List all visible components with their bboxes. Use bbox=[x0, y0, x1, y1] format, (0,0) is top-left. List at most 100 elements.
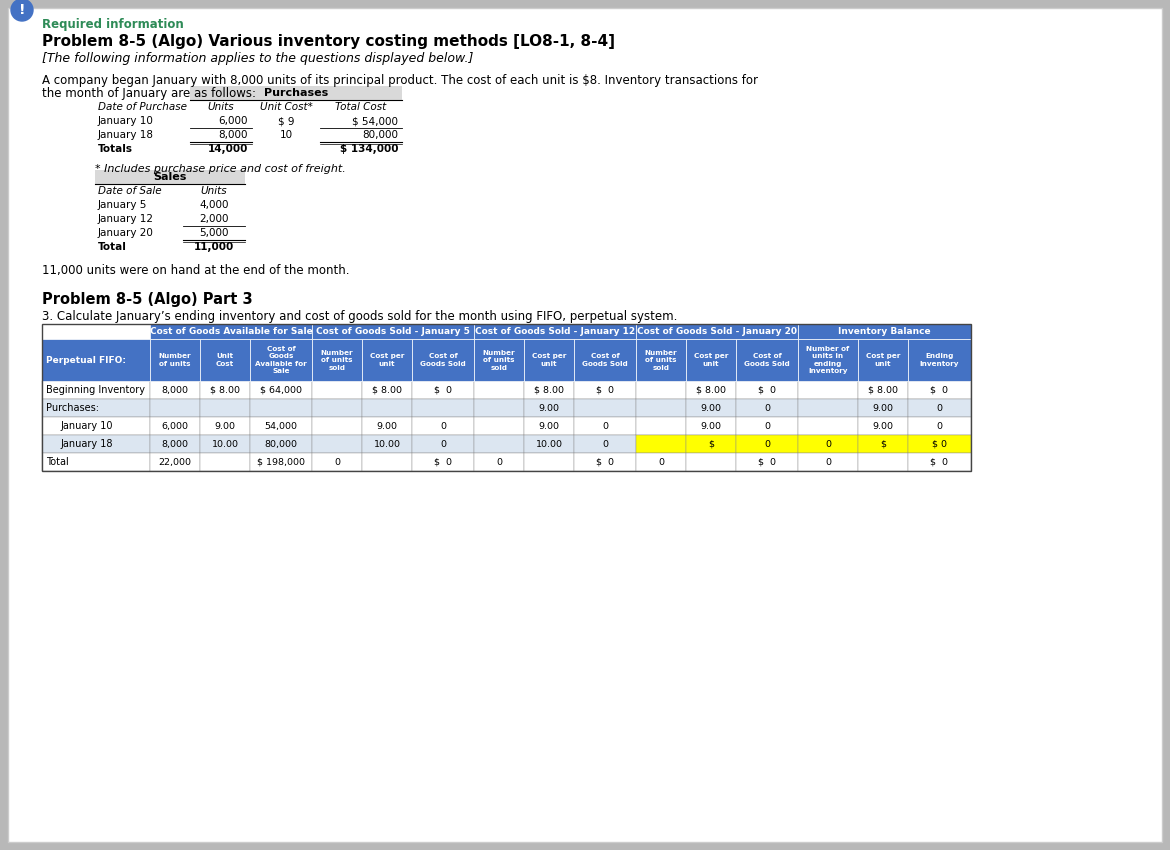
Text: Cost of
Goods Sold: Cost of Goods Sold bbox=[420, 354, 466, 366]
Bar bbox=[908, 417, 971, 435]
Text: the month of January are as follows:: the month of January are as follows: bbox=[42, 87, 256, 100]
Text: Inventory Balance: Inventory Balance bbox=[838, 327, 931, 336]
Bar bbox=[474, 381, 524, 399]
Text: 0: 0 bbox=[825, 457, 831, 467]
Bar bbox=[636, 435, 686, 453]
Text: Total: Total bbox=[98, 242, 126, 252]
Text: 0: 0 bbox=[496, 457, 502, 467]
Bar bbox=[858, 435, 908, 453]
Bar bbox=[362, 381, 412, 399]
Text: $ 8.00: $ 8.00 bbox=[372, 386, 402, 394]
Text: Total: Total bbox=[46, 457, 69, 467]
Bar bbox=[474, 417, 524, 435]
Text: 0: 0 bbox=[603, 439, 608, 449]
Bar bbox=[412, 435, 474, 453]
Text: Unit Cost*: Unit Cost* bbox=[260, 102, 312, 112]
Text: Number
of units
sold: Number of units sold bbox=[483, 349, 515, 371]
Bar bbox=[574, 381, 636, 399]
Bar bbox=[42, 453, 150, 471]
Bar bbox=[312, 417, 362, 435]
Bar bbox=[95, 170, 245, 184]
Bar bbox=[636, 453, 686, 471]
Text: 11,000 units were on hand at the end of the month.: 11,000 units were on hand at the end of … bbox=[42, 264, 350, 277]
Circle shape bbox=[11, 0, 33, 21]
Bar bbox=[42, 417, 150, 435]
Bar bbox=[524, 339, 574, 381]
Text: Ending
Inventory: Ending Inventory bbox=[920, 354, 959, 366]
Bar bbox=[250, 417, 312, 435]
Bar bbox=[736, 381, 798, 399]
Bar bbox=[908, 381, 971, 399]
Bar bbox=[42, 381, 150, 399]
Text: 9.00: 9.00 bbox=[538, 422, 559, 430]
Bar bbox=[858, 381, 908, 399]
Bar bbox=[636, 339, 686, 381]
Bar bbox=[524, 381, 574, 399]
Text: $ 0: $ 0 bbox=[932, 439, 947, 449]
Bar bbox=[798, 435, 858, 453]
Bar bbox=[686, 453, 736, 471]
Bar bbox=[42, 399, 150, 417]
Text: 0: 0 bbox=[936, 404, 943, 412]
Text: Cost of Goods Sold - January 20: Cost of Goods Sold - January 20 bbox=[636, 327, 797, 336]
Bar bbox=[858, 417, 908, 435]
Text: 0: 0 bbox=[333, 457, 340, 467]
Bar bbox=[858, 339, 908, 381]
Bar bbox=[686, 417, 736, 435]
Text: $: $ bbox=[880, 439, 886, 449]
Text: 0: 0 bbox=[825, 439, 831, 449]
Text: 8,000: 8,000 bbox=[161, 439, 188, 449]
Bar bbox=[636, 399, 686, 417]
Bar bbox=[908, 399, 971, 417]
Text: 9.00: 9.00 bbox=[538, 404, 559, 412]
Bar bbox=[250, 435, 312, 453]
Bar bbox=[736, 453, 798, 471]
Bar bbox=[412, 417, 474, 435]
Text: $: $ bbox=[708, 439, 714, 449]
Text: $ 134,000: $ 134,000 bbox=[339, 144, 398, 154]
Text: Number
of units: Number of units bbox=[159, 354, 192, 366]
Bar bbox=[150, 399, 200, 417]
Bar bbox=[798, 399, 858, 417]
Text: * Includes purchase price and cost of freight.: * Includes purchase price and cost of fr… bbox=[95, 164, 346, 174]
Bar bbox=[474, 399, 524, 417]
Bar bbox=[150, 435, 200, 453]
Bar bbox=[200, 453, 250, 471]
Text: Problem 8-5 (Algo) Part 3: Problem 8-5 (Algo) Part 3 bbox=[42, 292, 253, 307]
Text: Unit
Cost: Unit Cost bbox=[216, 354, 234, 366]
Bar bbox=[250, 399, 312, 417]
Text: 0: 0 bbox=[764, 404, 770, 412]
Bar bbox=[150, 324, 312, 339]
Text: $  0: $ 0 bbox=[596, 457, 614, 467]
Text: $ 8.00: $ 8.00 bbox=[209, 386, 240, 394]
Text: 80,000: 80,000 bbox=[264, 439, 297, 449]
Bar bbox=[200, 381, 250, 399]
Bar bbox=[150, 381, 200, 399]
Text: $  0: $ 0 bbox=[758, 457, 776, 467]
Bar bbox=[312, 324, 474, 339]
Text: Cost of Goods Sold - January 5: Cost of Goods Sold - January 5 bbox=[316, 327, 470, 336]
Bar bbox=[150, 339, 200, 381]
Bar bbox=[250, 339, 312, 381]
Bar bbox=[736, 399, 798, 417]
Text: Totals: Totals bbox=[98, 144, 133, 154]
Bar bbox=[574, 399, 636, 417]
Bar bbox=[362, 417, 412, 435]
Text: 0: 0 bbox=[764, 439, 770, 449]
Text: $ 9: $ 9 bbox=[277, 116, 294, 126]
Bar bbox=[636, 324, 798, 339]
Bar bbox=[524, 399, 574, 417]
Bar bbox=[686, 399, 736, 417]
Text: Cost per
unit: Cost per unit bbox=[694, 354, 728, 366]
Text: 14,000: 14,000 bbox=[207, 144, 248, 154]
Bar bbox=[200, 435, 250, 453]
Bar bbox=[474, 324, 636, 339]
Bar bbox=[42, 339, 150, 381]
Bar bbox=[250, 453, 312, 471]
Text: Purchases:: Purchases: bbox=[46, 403, 99, 413]
Bar bbox=[636, 417, 686, 435]
Bar bbox=[798, 417, 858, 435]
Text: January 10: January 10 bbox=[60, 421, 112, 431]
Bar bbox=[858, 399, 908, 417]
Text: $ 8.00: $ 8.00 bbox=[534, 386, 564, 394]
